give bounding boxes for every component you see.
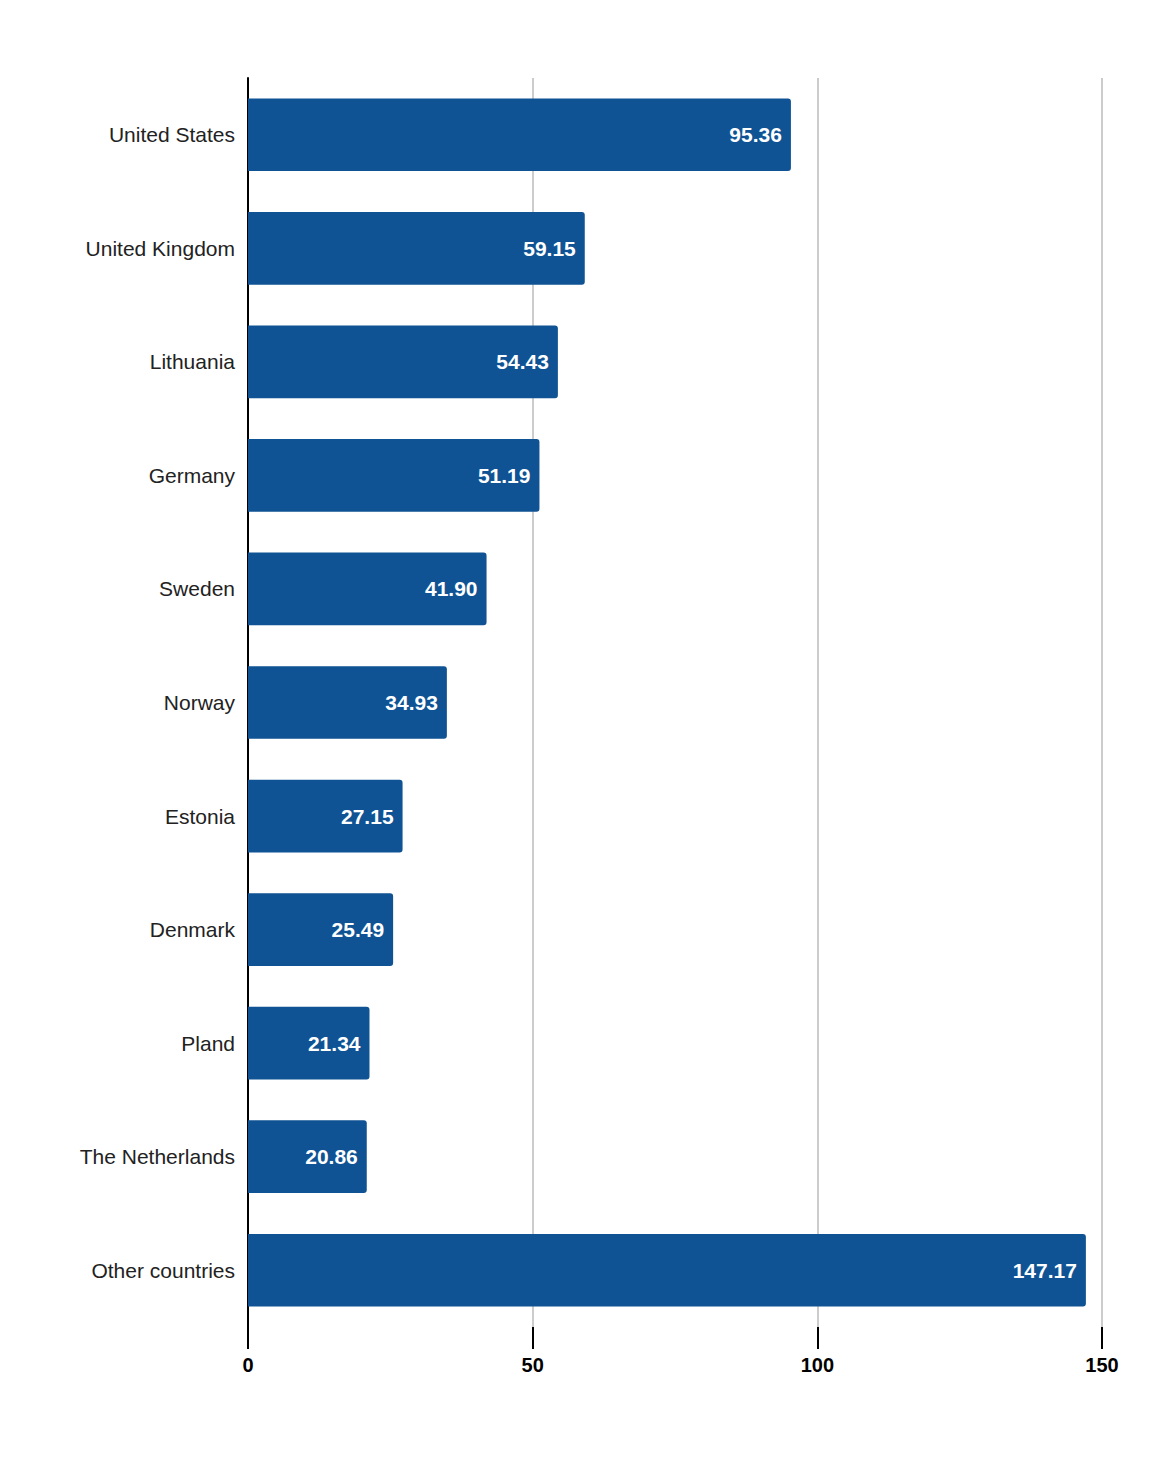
svg-text:147.17: 147.17 xyxy=(1013,1259,1077,1282)
svg-text:41.90: 41.90 xyxy=(425,577,478,600)
svg-text:0: 0 xyxy=(242,1354,253,1376)
svg-text:Pland: Pland xyxy=(181,1032,235,1055)
svg-text:59.15: 59.15 xyxy=(523,237,576,260)
svg-text:Lithuania: Lithuania xyxy=(150,350,236,373)
svg-text:95.36: 95.36 xyxy=(729,123,782,146)
svg-text:Germany: Germany xyxy=(149,464,236,487)
svg-text:United States: United States xyxy=(109,123,235,146)
svg-text:100: 100 xyxy=(801,1354,834,1376)
svg-text:27.15: 27.15 xyxy=(341,805,394,828)
svg-text:50: 50 xyxy=(522,1354,544,1376)
svg-text:Sweden: Sweden xyxy=(159,577,235,600)
svg-text:Norway: Norway xyxy=(164,691,236,714)
svg-text:Denmark: Denmark xyxy=(150,918,236,941)
svg-text:Estonia: Estonia xyxy=(165,805,235,828)
svg-text:Other countries: Other countries xyxy=(91,1259,235,1282)
svg-text:United Kingdom: United Kingdom xyxy=(86,237,235,260)
svg-text:54.43: 54.43 xyxy=(496,350,549,373)
svg-text:20.86: 20.86 xyxy=(305,1145,358,1168)
svg-text:34.93: 34.93 xyxy=(385,691,438,714)
svg-text:The Netherlands: The Netherlands xyxy=(80,1145,235,1168)
svg-text:21.34: 21.34 xyxy=(308,1032,361,1055)
svg-text:150: 150 xyxy=(1085,1354,1118,1376)
svg-text:25.49: 25.49 xyxy=(332,918,385,941)
svg-text:51.19: 51.19 xyxy=(478,464,531,487)
